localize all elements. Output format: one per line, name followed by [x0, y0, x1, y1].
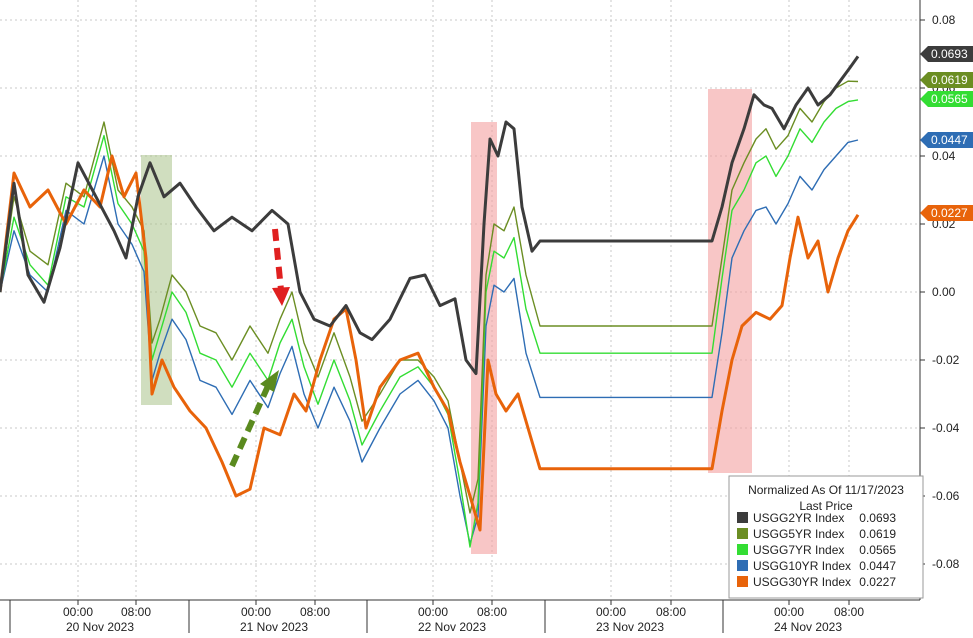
y-tick-label: -0.08: [932, 557, 960, 571]
annotations: [229, 228, 290, 468]
y-tick-label: 0.00: [932, 285, 956, 299]
last-price-tag-bg: [920, 91, 973, 107]
y-tick-label: -0.06: [932, 489, 960, 503]
legend-swatch: [737, 512, 748, 523]
x-time-tick-label: 00:00: [418, 605, 448, 619]
y-tick-label: -0.04: [932, 421, 960, 435]
highlight-regions: [141, 89, 752, 554]
legend-swatch: [737, 560, 748, 571]
legend-series-value: 0.0227: [859, 575, 896, 589]
x-time-tick-label: 08:00: [300, 605, 330, 619]
x-day-label: 21 Nov 2023: [240, 620, 308, 633]
legend: Normalized As Of 11/17/2023 Last Price U…: [728, 475, 924, 599]
legend-swatch: [737, 528, 748, 539]
y-tick-label: 0.08: [932, 13, 956, 27]
last-price-labels: 0.0693 0.0619 0.0565 0.0447 0.0227: [920, 46, 973, 221]
x-time-tick-label: 08:00: [834, 605, 864, 619]
last-price-tag: 0.0693: [920, 46, 973, 62]
legend-header-2: Last Price: [799, 499, 853, 513]
y-tick-label: -0.02: [932, 353, 960, 367]
legend-series-value: 0.0619: [859, 527, 896, 541]
gridlines: [0, 0, 920, 600]
last-price-tag-text: 0.0619: [931, 73, 968, 87]
last-price-tag: 0.0565: [920, 91, 973, 107]
legend-series-name: USGG30YR Index: [753, 575, 851, 589]
series-line-usgg2yr: [0, 55, 860, 376]
last-price-tag-bg: [920, 72, 973, 88]
series-line-usgg7yr: [0, 99, 859, 548]
green-dashed-arrow-line: [229, 384, 271, 468]
last-price-tag-bg: [920, 205, 973, 221]
legend-series-name: USGG10YR Index: [753, 559, 851, 573]
x-time-tick-label: 08:00: [121, 605, 151, 619]
last-price-tag: 0.0447: [920, 132, 973, 148]
legend-series-name: USGG2YR Index: [753, 511, 844, 525]
series-line-usgg30yr: [0, 154, 860, 532]
series-line-usgg10yr: [0, 139, 859, 545]
last-price-tag: 0.0227: [920, 205, 973, 221]
last-price-tag-bg: [920, 132, 973, 148]
legend-box: [728, 475, 924, 599]
legend-swatch: [737, 576, 748, 587]
x-time-tick-label: 08:00: [656, 605, 686, 619]
legend-series-value: 0.0693: [859, 511, 896, 525]
legend-swatch: [737, 544, 748, 555]
last-price-tag: 0.0619: [920, 72, 973, 88]
x-time-tick-label: 00:00: [774, 605, 804, 619]
x-day-label: 20 Nov 2023: [66, 620, 134, 633]
x-time-tick-label: 00:00: [241, 605, 271, 619]
green-arrow-head: [260, 370, 279, 392]
x-time-tick-label: 00:00: [63, 605, 93, 619]
series-lines: [0, 55, 860, 548]
last-price-tag-text: 0.0693: [931, 47, 968, 61]
legend-series-value: 0.0447: [859, 559, 896, 573]
x-day-label: 24 Nov 2023: [774, 620, 842, 633]
y-tick-label: 0.04: [932, 149, 956, 163]
last-price-tag-bg: [920, 46, 973, 62]
x-time-tick-label: 08:00: [477, 605, 507, 619]
x-day-label: 22 Nov 2023: [418, 620, 486, 633]
red-dashed-arrow-line: [272, 228, 284, 291]
last-price-tag-text: 0.0227: [931, 206, 968, 220]
legend-series-name: USGG7YR Index: [753, 543, 844, 557]
red-arrow-head: [272, 287, 290, 306]
legend-header-1: Normalized As Of 11/17/2023: [748, 483, 904, 497]
legend-series-value: 0.0565: [859, 543, 896, 557]
x-day-label: 23 Nov 2023: [596, 620, 664, 633]
highlight-red-2: [708, 89, 752, 473]
last-price-tag-text: 0.0447: [931, 133, 968, 147]
x-time-tick-label: 00:00: [596, 605, 626, 619]
last-price-tag-text: 0.0565: [931, 92, 968, 106]
legend-series-name: USGG5YR Index: [753, 527, 844, 541]
